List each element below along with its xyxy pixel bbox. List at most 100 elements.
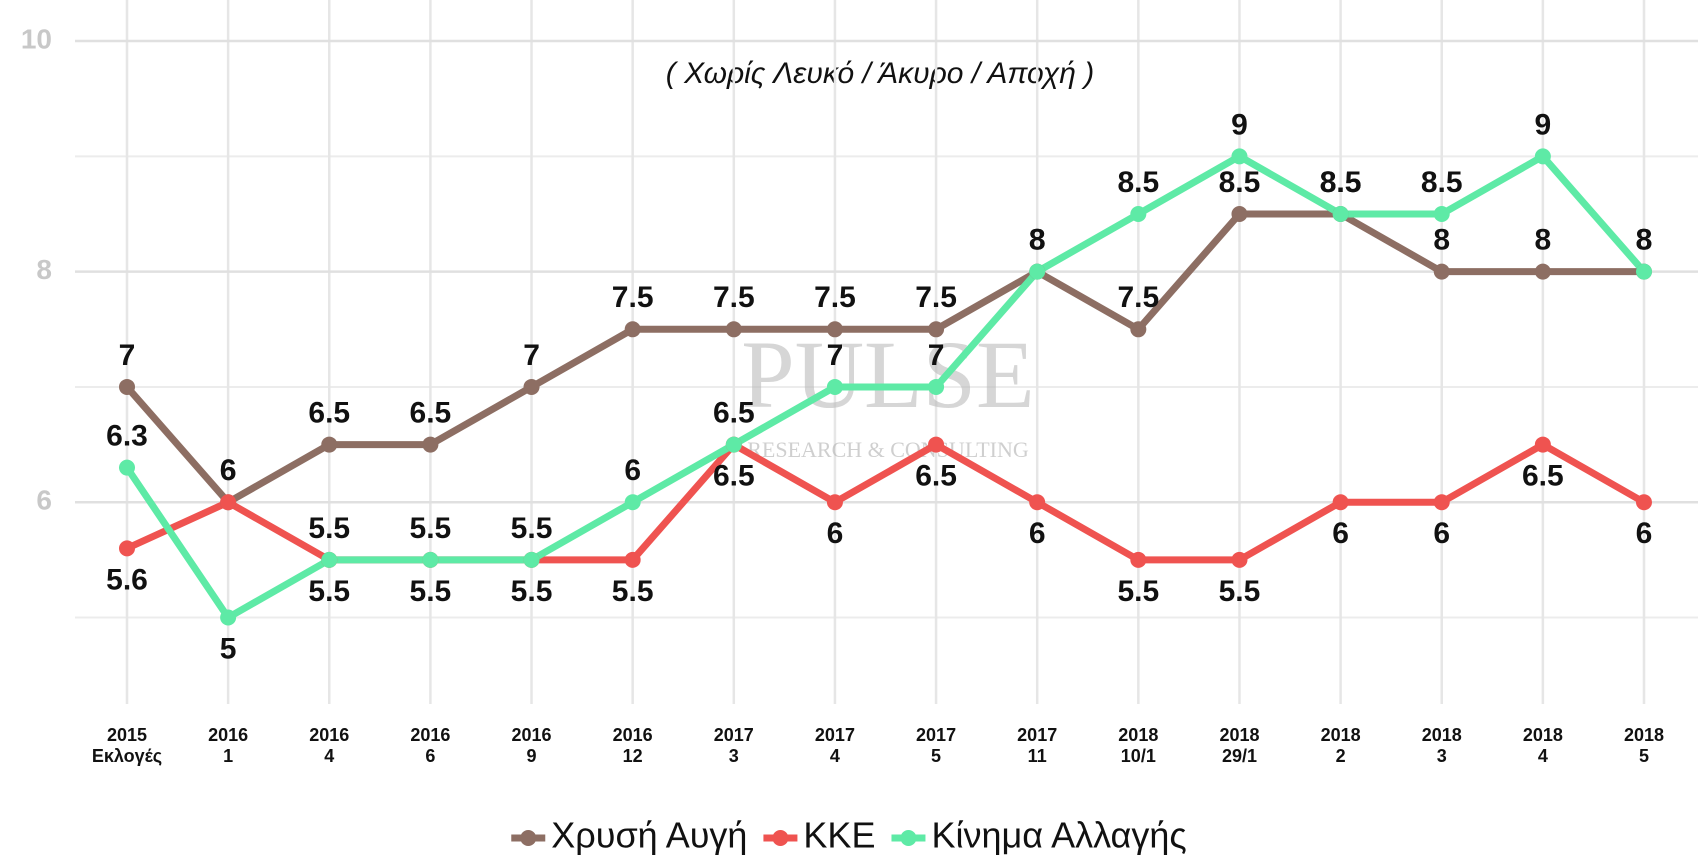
- data-label: 7.5: [915, 281, 957, 314]
- point: [422, 551, 439, 568]
- chart-subtitle: ( Χωρίς Λευκό / Άκυρο / Αποχή ): [666, 57, 1094, 90]
- data-label: 6.5: [713, 397, 755, 430]
- x-tick-label: 2: [1336, 746, 1346, 766]
- point: [826, 321, 843, 338]
- legend-dot: [520, 830, 537, 846]
- x-tick-label: 29/1: [1222, 746, 1257, 766]
- point: [1231, 206, 1248, 222]
- point: [1332, 206, 1349, 222]
- data-label: 7.5: [612, 281, 654, 314]
- data-label: 5.5: [511, 512, 553, 545]
- line: [124, 152, 1647, 622]
- data-label: 6: [1332, 517, 1349, 550]
- x-tick-label: 2015: [107, 725, 147, 745]
- point: [1130, 321, 1147, 338]
- data-label: 6: [220, 454, 237, 487]
- x-tick-label: 2018: [1321, 725, 1361, 745]
- x-tick-label: 11: [1028, 746, 1047, 766]
- point: [1433, 263, 1450, 280]
- point: [928, 321, 945, 338]
- data-label: 5.5: [1117, 575, 1159, 608]
- x-tick-label: 3: [1437, 746, 1447, 766]
- point: [624, 551, 641, 568]
- data-label: 7: [928, 339, 945, 372]
- point: [1636, 263, 1652, 280]
- watermark: RESEARCH & CONSULTING: [747, 437, 1029, 462]
- point: [1130, 206, 1147, 222]
- data-label: 6: [220, 454, 237, 487]
- y-tick-label: 10: [21, 23, 52, 54]
- data-label: 7.5: [1117, 281, 1159, 314]
- point: [1534, 148, 1551, 165]
- x-tick-label: 2018: [1624, 725, 1664, 745]
- data-label: 6.5: [713, 460, 755, 493]
- point: [1433, 206, 1450, 222]
- point: [220, 609, 237, 626]
- point: [725, 321, 742, 338]
- data-label: 8.5: [1219, 166, 1261, 199]
- data-label: 7.5: [814, 281, 856, 314]
- data-label: 5: [220, 632, 237, 665]
- data-label: 8.5: [1320, 166, 1362, 199]
- x-tick-label: 2017: [916, 725, 956, 745]
- y-tick-label: 8: [36, 254, 52, 285]
- x-tick-label: Εκλογές: [92, 746, 162, 766]
- point: [1534, 263, 1551, 280]
- x-tick-label: 4: [324, 746, 334, 766]
- x-tick-label: 1: [223, 746, 233, 766]
- data-label: 6: [1636, 517, 1653, 550]
- y-tick-label: 6: [36, 485, 52, 516]
- line: [124, 210, 1644, 506]
- x-tick-label: 2017: [714, 725, 754, 745]
- data-label: 8: [1636, 224, 1653, 257]
- x-tick-label: 2018: [1118, 725, 1158, 745]
- point: [1029, 494, 1046, 511]
- legend-dot: [772, 830, 789, 846]
- point: [1534, 436, 1551, 453]
- x-tick-label: 2018: [1219, 725, 1259, 745]
- legend: Χρυσή Αυγή ΚΚΕ Κίνημα Αλλαγής: [511, 815, 1187, 856]
- data-label: 6.5: [410, 397, 452, 430]
- data-label: 8: [1636, 224, 1653, 257]
- x-tick-label: 2018: [1422, 725, 1462, 745]
- data-label: 7.5: [713, 281, 755, 314]
- x-tick-label: 5: [931, 746, 941, 766]
- x-tick-label: 3: [729, 746, 739, 766]
- x-tick-label: 12: [623, 746, 643, 766]
- point: [1231, 551, 1248, 568]
- data-label: 5.5: [308, 575, 350, 608]
- legend-label: ΚΚΕ: [803, 815, 875, 856]
- point: [220, 494, 237, 511]
- data-label: 6.5: [915, 460, 957, 493]
- point: [523, 378, 540, 395]
- data-label: 5.5: [410, 575, 452, 608]
- point: [928, 378, 945, 395]
- point: [119, 378, 135, 395]
- x-tick-label: 6: [425, 746, 435, 766]
- data-label: 8.5: [1421, 166, 1463, 199]
- point: [1029, 263, 1046, 280]
- x-tick-label: 4: [830, 746, 840, 766]
- point: [1332, 494, 1349, 511]
- data-label: 9: [1535, 108, 1552, 141]
- point: [725, 436, 742, 453]
- x-tick-label: 9: [527, 746, 537, 766]
- point: [624, 321, 641, 338]
- data-label: 5.5: [1219, 575, 1261, 608]
- grid: [75, 0, 1698, 704]
- data-label: 6.5: [308, 397, 350, 430]
- data-label: 5.6: [106, 563, 148, 596]
- point: [1231, 148, 1248, 165]
- data-label: 8: [1029, 224, 1046, 257]
- data-label: 8.5: [1320, 166, 1362, 199]
- x-tick-label: 2017: [1017, 725, 1057, 745]
- data-label: 5.5: [308, 512, 350, 545]
- point: [928, 436, 945, 453]
- data-label: 7: [523, 339, 540, 372]
- x-tick-label: 4: [1538, 746, 1548, 766]
- data-label: 5.5: [511, 575, 553, 608]
- x-tick-label: 2016: [512, 725, 552, 745]
- point: [1433, 494, 1450, 511]
- data-label: 9: [1231, 108, 1248, 141]
